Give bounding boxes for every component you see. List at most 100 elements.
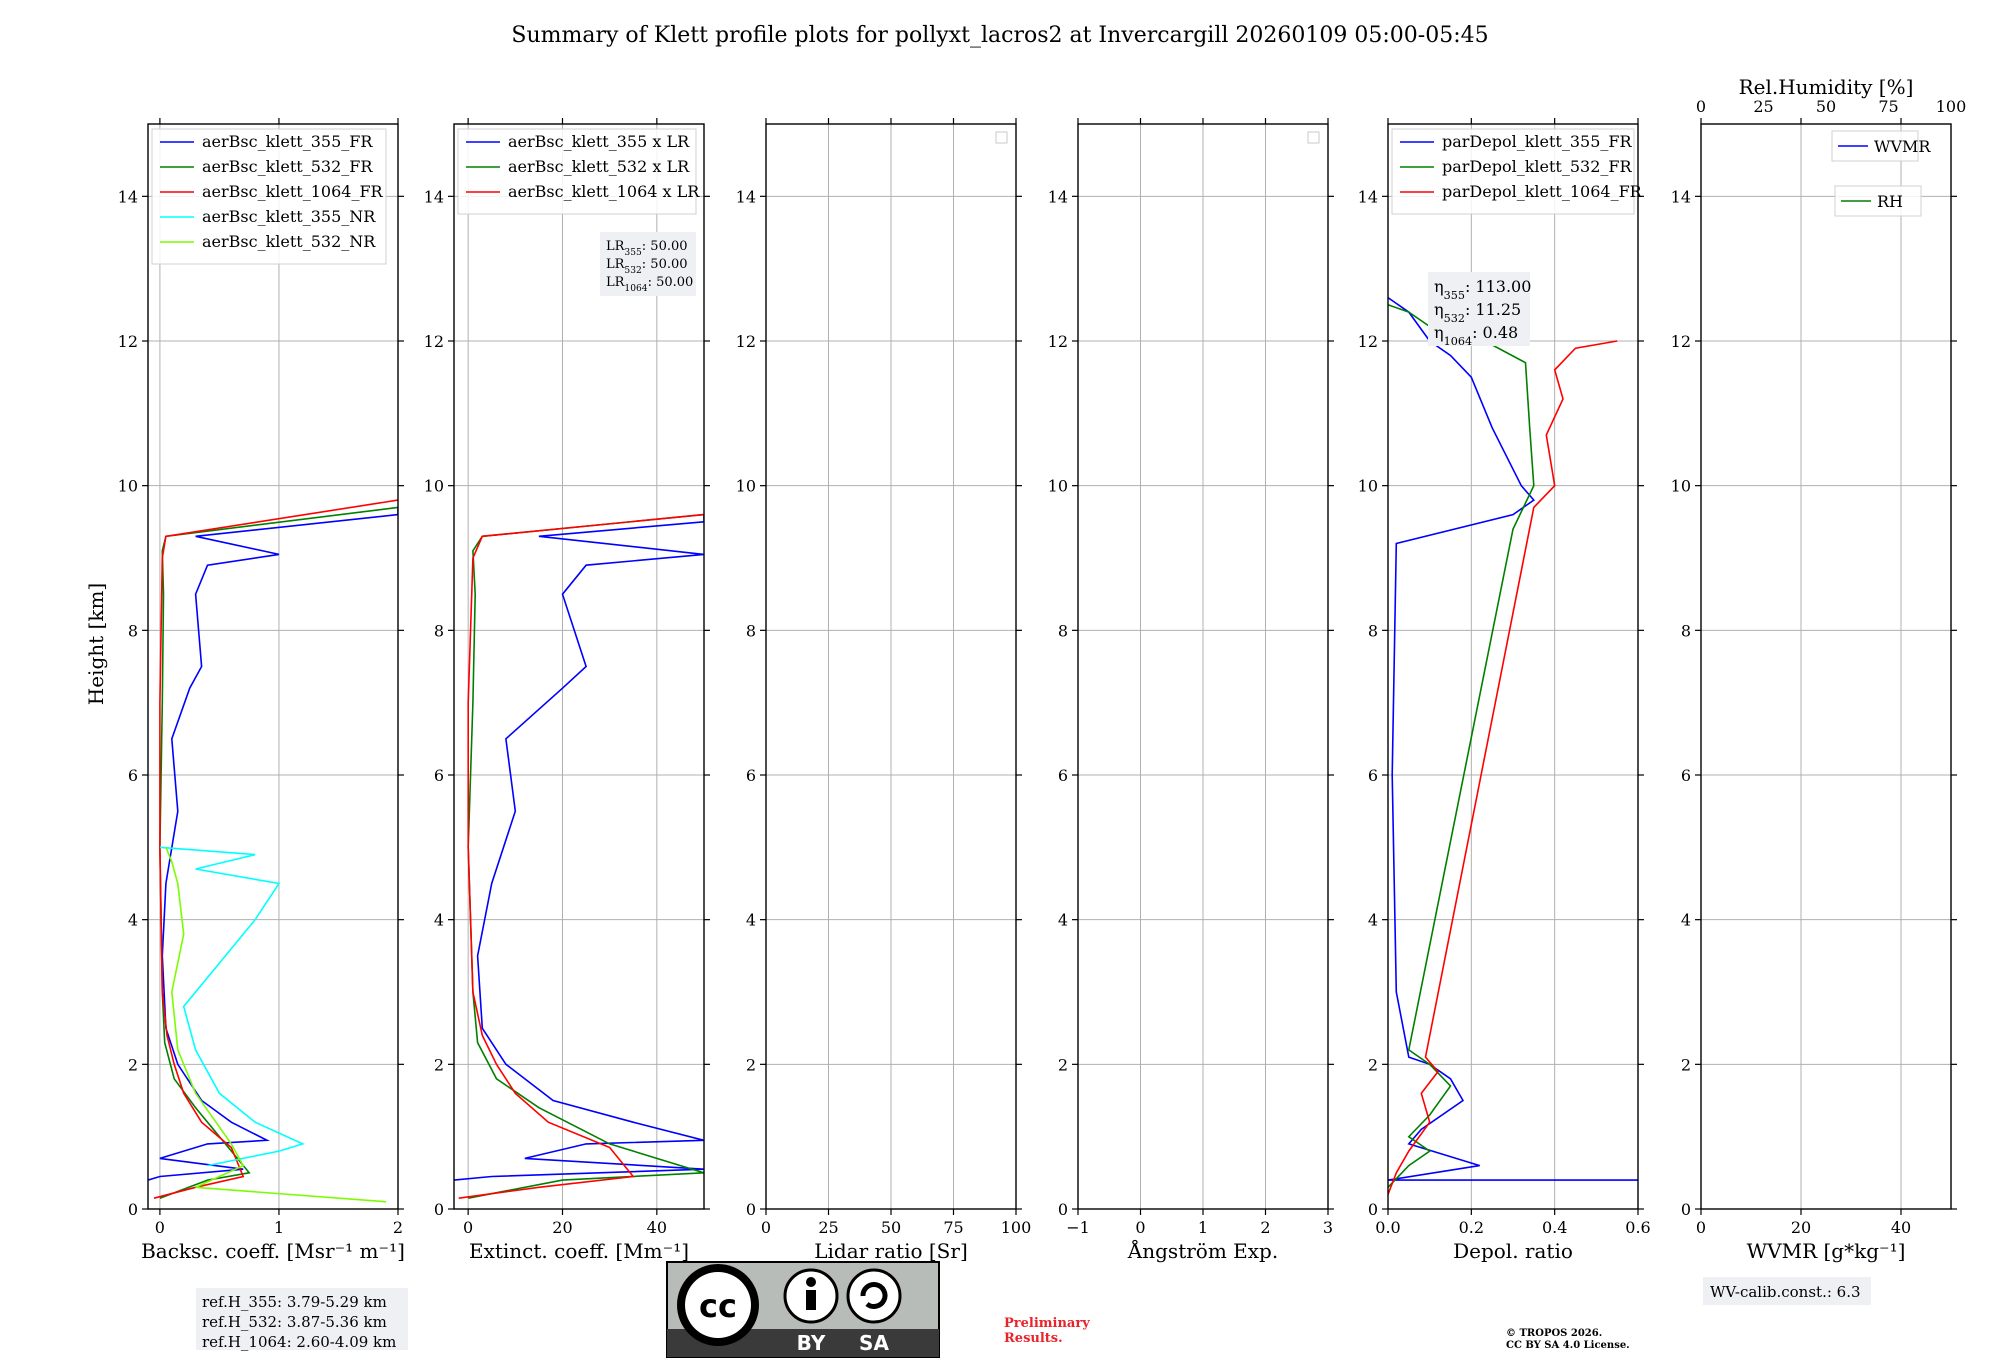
top-x-tick-label: 50 <box>1816 97 1836 116</box>
annotation-box <box>600 232 696 296</box>
series-group <box>454 513 704 1199</box>
x-tick-label: 0 <box>1135 1218 1145 1237</box>
x-tick-label: 0 <box>463 1218 473 1237</box>
x-axis-label: Lidar ratio [Sr] <box>814 1239 968 1263</box>
annotation-line: η532: 11.25 <box>1434 300 1521 325</box>
y-tick-label: 6 <box>1368 766 1378 785</box>
x-tick-label: 0 <box>761 1218 771 1237</box>
x-tick-label: 25 <box>818 1218 838 1237</box>
y-tick-label: 12 <box>736 332 756 351</box>
legend-entry: aerBsc_klett_355_NR <box>202 207 376 226</box>
series-line-aerBsc_klett_1064 x LR <box>458 513 704 1199</box>
y-axis-label: Height [km] <box>84 583 108 705</box>
y-tick-label: 6 <box>1058 766 1068 785</box>
series-line-aerBsc_klett_532_NR <box>165 846 387 1203</box>
top-x-tick-label: 100 <box>1936 97 1967 116</box>
x-tick-label: 0 <box>1696 1218 1706 1237</box>
y-tick-label: 14 <box>118 187 138 206</box>
x-tick-label: 3 <box>1323 1218 1333 1237</box>
series-group <box>148 499 398 1203</box>
y-tick-label: 2 <box>1058 1055 1068 1074</box>
y-tick-label: 8 <box>1681 621 1691 640</box>
empty-legend <box>1307 131 1320 144</box>
legend-entry: aerBsc_klett_532_FR <box>202 157 373 176</box>
x-tick-label: 100 <box>1001 1218 1032 1237</box>
preliminary-note: Preliminary Results. <box>1004 1316 1090 1346</box>
y-tick-label: 2 <box>128 1055 138 1074</box>
panel-depol: 0 2 4 6 8 10 12 14 0.0 0.2 0.4 0.6 Depol. ratio parDe… <box>1358 118 1651 1263</box>
copyright-line-2: CC BY SA 4.0 License. <box>1506 1340 1630 1351</box>
empty-legend <box>995 131 1008 144</box>
x-axis-label: Backsc. coeff. [Msr⁻¹ m⁻¹] <box>141 1239 405 1263</box>
panel-lidar_ratio: 0 2 4 6 8 10 12 14 0 25 50 75 100 Lidar ratio [Sr] <box>736 118 1032 1263</box>
y-tick-label: 6 <box>1681 766 1691 785</box>
x-axis-label: WVMR [g*kg⁻¹] <box>1747 1239 1906 1263</box>
x-tick-label: 0.4 <box>1542 1218 1567 1237</box>
panel-wvmr: 0 2 4 6 8 10 12 14 0 20 40 WVMR [g*kg⁻¹] 0 25 50 75 100 R… <box>1671 75 1967 1305</box>
legend: WVMR RH <box>1831 130 1931 217</box>
license-badge: cc BY SA <box>666 1261 940 1358</box>
y-tick-label: 10 <box>1048 477 1068 496</box>
y-tick-label: 8 <box>434 621 444 640</box>
x-tick-label: 1 <box>274 1218 284 1237</box>
panel-extinction: 0 2 4 6 8 10 12 14 0 20 40 Extinct. coeff. [Mm⁻¹] ae… <box>424 118 710 1263</box>
legend-entry: RH <box>1877 192 1903 211</box>
x-axis-label: Extinct. coeff. [Mm⁻¹] <box>469 1239 689 1263</box>
by-icon-head <box>806 1277 816 1287</box>
y-tick-label: 10 <box>1358 477 1378 496</box>
x-tick-label: −1 <box>1066 1218 1090 1237</box>
annotation-line: ref.H_355: 3.79-5.29 km <box>202 1293 387 1311</box>
y-tick-label: 0 <box>128 1200 138 1219</box>
x-tick-label: 40 <box>1891 1218 1911 1237</box>
y-tick-label: 0 <box>1368 1200 1378 1219</box>
axes-frame <box>1387 123 1639 1210</box>
sa-label: SA <box>859 1331 889 1355</box>
y-tick-label: 10 <box>118 477 138 496</box>
y-tick-label: 2 <box>1368 1055 1378 1074</box>
x-tick-label: 0.0 <box>1375 1218 1400 1237</box>
y-tick-label: 8 <box>1368 621 1378 640</box>
x-tick-label: 20 <box>552 1218 572 1237</box>
top-x-axis-label: Rel.Humidity [%] <box>1739 75 1914 99</box>
y-tick-label: 6 <box>746 766 756 785</box>
y-tick-label: 12 <box>118 332 138 351</box>
annotation-box <box>1428 272 1530 346</box>
annotation-line: ref.H_532: 3.87-5.36 km <box>202 1313 387 1331</box>
y-tick-label: 12 <box>1358 332 1378 351</box>
legend: aerBsc_klett_355 x LR aerBsc_klett_532 x … <box>457 128 700 215</box>
axes-frame <box>147 123 399 1210</box>
legend-entry: aerBsc_klett_1064 x LR <box>508 182 700 201</box>
y-tick-label: 2 <box>746 1055 756 1074</box>
x-tick-label: 40 <box>647 1218 667 1237</box>
legend-entry: aerBsc_klett_1064_FR <box>202 182 384 201</box>
x-tick-label: 50 <box>881 1218 901 1237</box>
x-tick-label: 0 <box>155 1218 165 1237</box>
annotation: WV-calib.const.: 6.3 <box>1703 1277 1871 1305</box>
y-tick-label: 0 <box>746 1200 756 1219</box>
legend-entry: aerBsc_klett_355_FR <box>202 132 373 151</box>
y-tick-label: 0 <box>1681 1200 1691 1219</box>
legend-entry: aerBsc_klett_532_NR <box>202 232 376 251</box>
series-line-aerBsc_klett_532 x LR <box>467 513 704 1199</box>
figure-title: Summary of Klett profile plots for polly… <box>511 23 1488 48</box>
annotation-box <box>196 1288 408 1350</box>
legend: aerBsc_klett_355_FR aerBsc_klett_532_FRae… <box>151 128 387 265</box>
y-tick-label: 4 <box>1681 911 1691 930</box>
y-tick-label: 14 <box>1358 187 1378 206</box>
y-tick-label: 0 <box>1058 1200 1068 1219</box>
y-tick-label: 14 <box>1048 187 1068 206</box>
series-line-aerBsc_klett_355 x LR <box>454 514 704 1181</box>
y-tick-label: 2 <box>434 1055 444 1074</box>
legend: parDepol_klett_355_FR parDepol_klett_532_… <box>1391 128 1643 215</box>
legend-entry: parDepol_klett_532_FR <box>1442 157 1633 176</box>
series-line-parDepol_klett_532_FR <box>1388 304 1535 1188</box>
annotation-line: LR355: 50.00 <box>606 239 688 258</box>
x-tick-label: 20 <box>1791 1218 1811 1237</box>
y-tick-label: 4 <box>1368 911 1378 930</box>
x-tick-label: 2 <box>1260 1218 1270 1237</box>
legend-entry: aerBsc_klett_355 x LR <box>508 132 690 151</box>
cc-text: cc <box>699 1287 737 1325</box>
